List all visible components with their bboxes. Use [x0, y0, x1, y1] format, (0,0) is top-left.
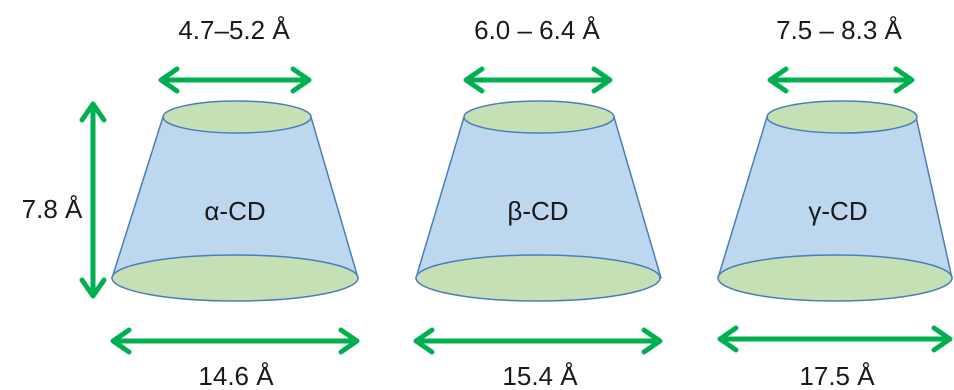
- cone-gamma: [716, 100, 953, 302]
- cone-alpha: [110, 100, 360, 302]
- gamma-top-diameter: 7.5 – 8.3 Å: [776, 15, 902, 45]
- alpha-bottom-arrow: [110, 327, 360, 355]
- cone-gamma-top-rim: [766, 100, 918, 134]
- cone-beta-bottom-rim: [415, 254, 661, 302]
- beta-top-arrow: [463, 66, 613, 94]
- cone-beta-label: β-CD: [507, 196, 568, 226]
- cone-alpha-top-rim: [162, 100, 312, 134]
- alpha-bottom-diameter: 14.6 Å: [198, 361, 274, 390]
- cone-gamma-label: γ-CD: [808, 196, 867, 226]
- beta-bottom-diameter: 15.4 Å: [502, 361, 578, 390]
- gamma-bottom-arrow: [717, 325, 953, 353]
- cone-alpha-label: α-CD: [204, 196, 265, 226]
- cone-beta: [414, 100, 663, 302]
- gamma-bottom-diameter: 17.5 Å: [799, 361, 875, 390]
- cone-alpha-bottom-rim: [111, 254, 359, 302]
- cone-gamma-bottom-rim: [717, 254, 953, 302]
- beta-bottom-arrow: [413, 327, 663, 355]
- beta-top-diameter: 6.0 – 6.4 Å: [474, 15, 600, 45]
- alpha-top-arrow: [158, 66, 312, 94]
- alpha-top-diameter: 4.7–5.2 Å: [178, 15, 290, 45]
- height-label: 7.8 Å: [22, 194, 83, 224]
- cone-beta-top-rim: [463, 100, 615, 134]
- gamma-top-arrow: [767, 66, 915, 94]
- height-arrow: [79, 101, 107, 299]
